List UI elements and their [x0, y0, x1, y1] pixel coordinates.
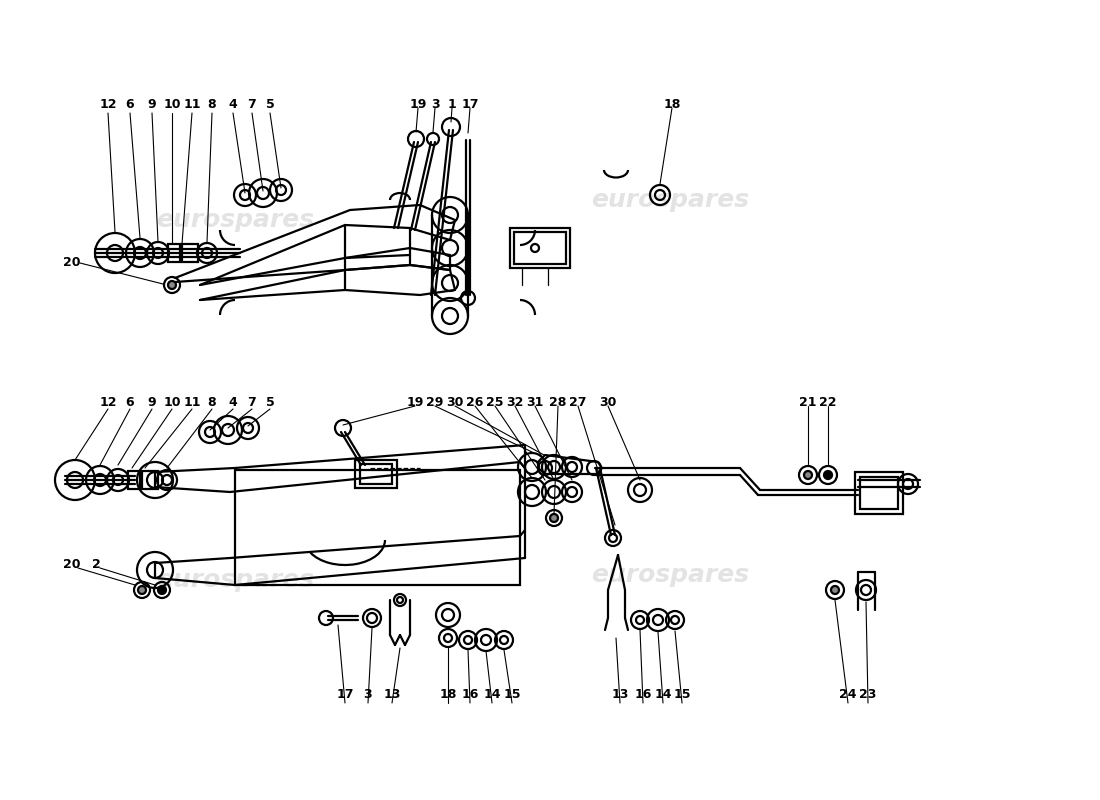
Text: 1: 1 — [448, 98, 456, 111]
Circle shape — [824, 471, 832, 479]
Text: 22: 22 — [820, 395, 837, 409]
Circle shape — [830, 586, 839, 594]
Text: 11: 11 — [184, 98, 200, 111]
Bar — [860, 477, 898, 509]
Text: 8: 8 — [208, 395, 217, 409]
Text: 6: 6 — [125, 395, 134, 409]
Text: 17: 17 — [337, 689, 354, 702]
Text: 16: 16 — [461, 689, 478, 702]
Text: 4: 4 — [229, 395, 238, 409]
Text: 30: 30 — [600, 395, 617, 409]
Circle shape — [550, 514, 558, 522]
Text: 18: 18 — [439, 689, 456, 702]
Bar — [510, 228, 570, 268]
Text: 20: 20 — [64, 255, 80, 269]
Text: 19: 19 — [409, 98, 427, 111]
Text: 12: 12 — [99, 98, 117, 111]
Circle shape — [138, 586, 146, 594]
Text: 19: 19 — [406, 395, 424, 409]
Text: eurospares: eurospares — [156, 208, 315, 232]
Text: 10: 10 — [163, 98, 180, 111]
Bar — [514, 232, 566, 264]
Text: 9: 9 — [147, 98, 156, 111]
Bar — [360, 464, 392, 484]
Text: 28: 28 — [549, 395, 566, 409]
Text: 20: 20 — [64, 558, 80, 571]
Bar — [855, 472, 903, 514]
Text: 14: 14 — [654, 689, 672, 702]
Text: 9: 9 — [147, 395, 156, 409]
Text: 5: 5 — [265, 395, 274, 409]
Text: 12: 12 — [99, 395, 117, 409]
Circle shape — [168, 281, 176, 289]
Text: 31: 31 — [526, 395, 543, 409]
Text: 6: 6 — [125, 98, 134, 111]
Text: eurospares: eurospares — [156, 568, 315, 592]
Text: eurospares: eurospares — [591, 188, 749, 212]
Text: 13: 13 — [612, 689, 629, 702]
Text: 24: 24 — [839, 689, 857, 702]
Circle shape — [804, 471, 812, 479]
Text: 5: 5 — [265, 98, 274, 111]
Text: 10: 10 — [163, 395, 180, 409]
Text: 29: 29 — [427, 395, 443, 409]
Text: 16: 16 — [635, 689, 651, 702]
Bar — [182, 244, 198, 262]
Bar — [128, 471, 140, 489]
Bar — [168, 244, 180, 262]
Text: eurospares: eurospares — [591, 563, 749, 587]
Text: 26: 26 — [466, 395, 484, 409]
Text: 27: 27 — [570, 395, 586, 409]
Bar — [235, 470, 520, 585]
Text: 23: 23 — [859, 689, 877, 702]
Text: 11: 11 — [184, 395, 200, 409]
Text: 3: 3 — [431, 98, 439, 111]
Text: 15: 15 — [504, 689, 520, 702]
Text: 32: 32 — [506, 395, 524, 409]
Circle shape — [158, 586, 166, 594]
Bar — [355, 460, 397, 488]
Text: 8: 8 — [208, 98, 217, 111]
Text: 25: 25 — [486, 395, 504, 409]
Text: 14: 14 — [483, 689, 500, 702]
Text: 7: 7 — [248, 98, 256, 111]
Text: 2: 2 — [91, 558, 100, 571]
Text: 7: 7 — [248, 395, 256, 409]
Text: 18: 18 — [663, 98, 681, 111]
Bar — [142, 471, 158, 489]
Text: 4: 4 — [229, 98, 238, 111]
Text: 21: 21 — [800, 395, 816, 409]
Text: 15: 15 — [673, 689, 691, 702]
Text: 17: 17 — [461, 98, 478, 111]
Text: 30: 30 — [447, 395, 464, 409]
Text: 3: 3 — [364, 689, 372, 702]
Text: 13: 13 — [383, 689, 400, 702]
